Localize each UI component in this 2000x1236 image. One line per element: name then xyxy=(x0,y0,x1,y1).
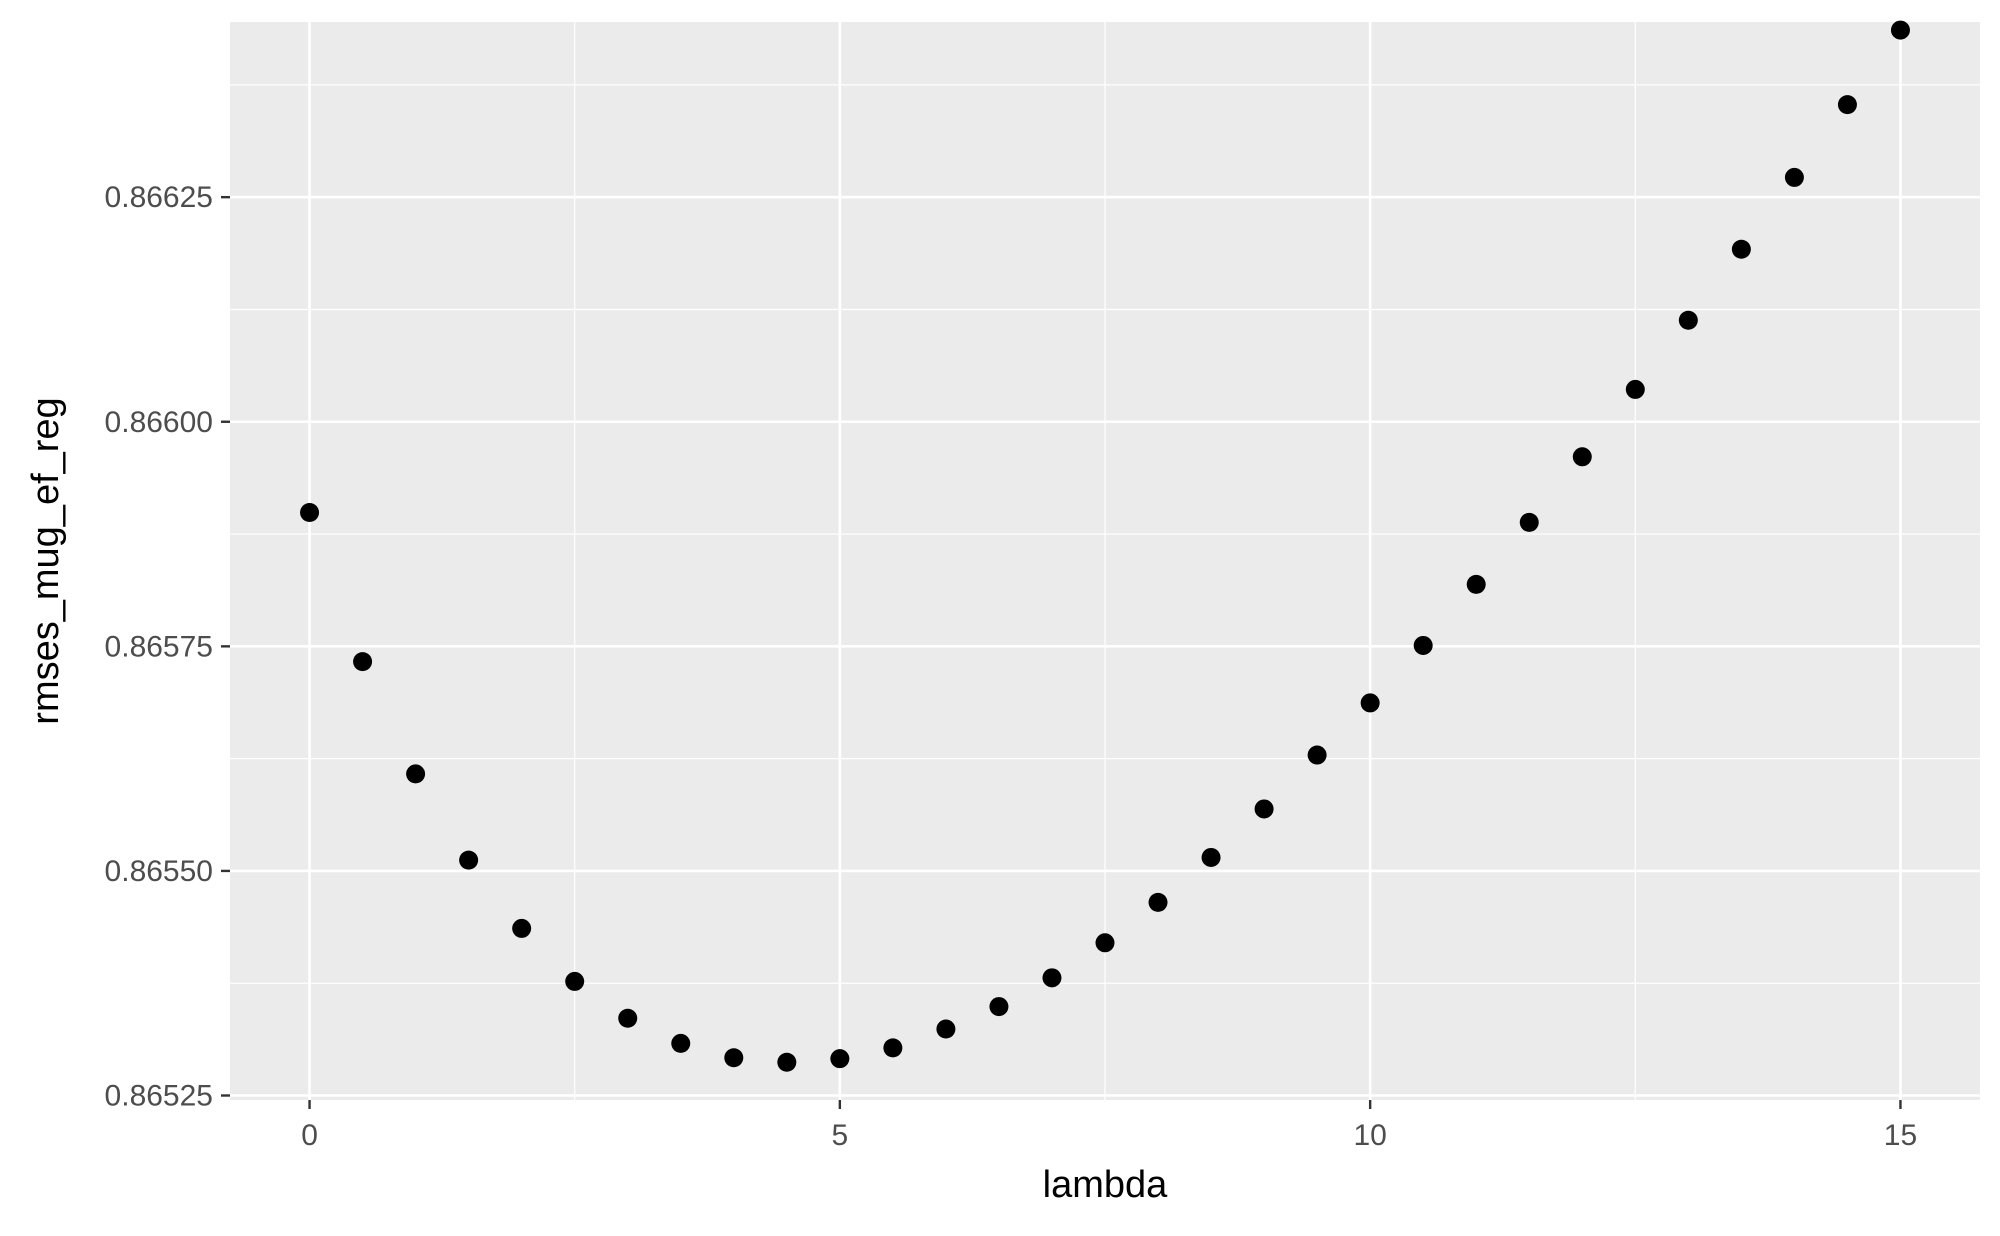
data-point xyxy=(989,997,1009,1017)
y-tick-label: 0.86550 xyxy=(105,855,213,888)
data-point xyxy=(1731,239,1751,259)
data-points xyxy=(300,20,1910,1072)
y-tick-label: 0.86575 xyxy=(105,630,213,663)
y-axis-title: rmses_mug_ef_reg xyxy=(25,397,67,724)
x-tick-label: 10 xyxy=(1353,1119,1386,1152)
data-point xyxy=(777,1052,797,1072)
data-point xyxy=(300,502,320,522)
data-point xyxy=(1519,512,1539,532)
data-point xyxy=(1466,574,1486,594)
data-point xyxy=(406,764,426,784)
data-point xyxy=(618,1008,638,1028)
data-point xyxy=(1254,799,1274,819)
data-point xyxy=(1360,693,1380,713)
data-point xyxy=(1148,892,1168,912)
data-point xyxy=(883,1038,903,1058)
data-point xyxy=(830,1049,850,1069)
data-point xyxy=(1678,310,1698,330)
data-point xyxy=(565,971,585,991)
x-tick-label: 0 xyxy=(301,1119,318,1152)
data-point xyxy=(1890,20,1910,40)
data-point xyxy=(1201,847,1221,867)
x-tick-label: 5 xyxy=(832,1119,849,1152)
data-point xyxy=(724,1048,744,1068)
data-point xyxy=(671,1033,691,1053)
x-tick-label: 15 xyxy=(1884,1119,1917,1152)
data-point xyxy=(1837,95,1857,115)
data-point xyxy=(1625,379,1645,399)
data-point xyxy=(353,652,373,672)
data-point xyxy=(1042,968,1062,988)
data-point xyxy=(1784,167,1804,187)
minor-gridlines xyxy=(230,22,1980,1100)
x-axis: 0 5 10 15 xyxy=(301,1100,1917,1152)
y-axis: 0.86525 0.86550 0.86575 0.86600 0.86625 xyxy=(105,181,230,1113)
data-point xyxy=(1307,745,1327,765)
y-tick-label: 0.86600 xyxy=(105,406,213,439)
data-point xyxy=(1095,933,1115,953)
data-point xyxy=(512,918,532,938)
x-axis-title: lambda xyxy=(1043,1164,1168,1206)
data-point xyxy=(936,1019,956,1039)
y-tick-label: 0.86625 xyxy=(105,181,213,214)
data-point xyxy=(459,850,479,870)
y-tick-label: 0.86525 xyxy=(105,1080,213,1113)
data-point xyxy=(1413,635,1433,655)
data-point xyxy=(1572,447,1592,467)
major-gridlines xyxy=(230,22,1980,1100)
